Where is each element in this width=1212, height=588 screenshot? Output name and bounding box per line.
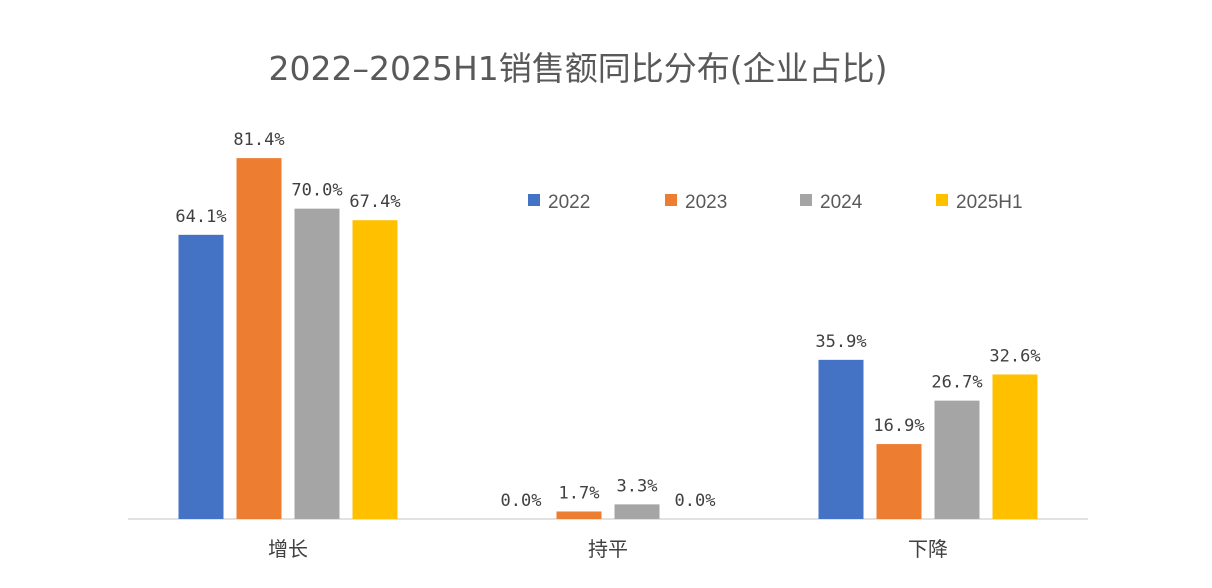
chart-title: 2022–2025H1销售额同比分布(企业占比): [268, 49, 888, 88]
data-label: 67.4%: [349, 192, 400, 212]
data-label: 81.4%: [233, 130, 284, 150]
bar-2023-0: [236, 158, 282, 520]
legend-swatch-2024: [800, 194, 812, 206]
legend-swatch-2022: [528, 194, 540, 206]
data-label: 26.7%: [931, 373, 982, 393]
data-label: 64.1%: [175, 207, 226, 227]
data-label: 3.3%: [617, 476, 658, 496]
legend-label: 2025H1: [956, 192, 1023, 213]
bar-2023-2: [876, 444, 922, 519]
data-label: 70.0%: [291, 181, 342, 201]
bar-2025H1-2: [992, 374, 1038, 519]
legend-label: 2022: [548, 192, 590, 213]
legend-swatch-2025H1: [936, 194, 948, 206]
bar-2022-0: [178, 234, 224, 519]
category-label: 增长: [268, 537, 308, 561]
data-label: 1.7%: [559, 483, 600, 503]
bar-2024-0: [294, 208, 340, 519]
bar-2025H1-0: [352, 220, 398, 519]
legend-label: 2023: [685, 192, 727, 213]
data-label: 32.6%: [989, 346, 1040, 366]
bar-2024-1: [614, 504, 660, 519]
data-label: 0.0%: [501, 491, 542, 511]
data-label: 16.9%: [873, 416, 924, 436]
bar-2024-2: [934, 400, 980, 519]
category-label: 下降: [908, 537, 948, 561]
bar-2022-2: [818, 359, 864, 519]
data-label: 0.0%: [675, 491, 716, 511]
data-label: 35.9%: [815, 332, 866, 352]
legend-swatch-2023: [665, 194, 677, 206]
legend-label: 2024: [820, 192, 863, 213]
category-label: 持平: [588, 537, 628, 561]
bar-2023-1: [556, 511, 602, 519]
